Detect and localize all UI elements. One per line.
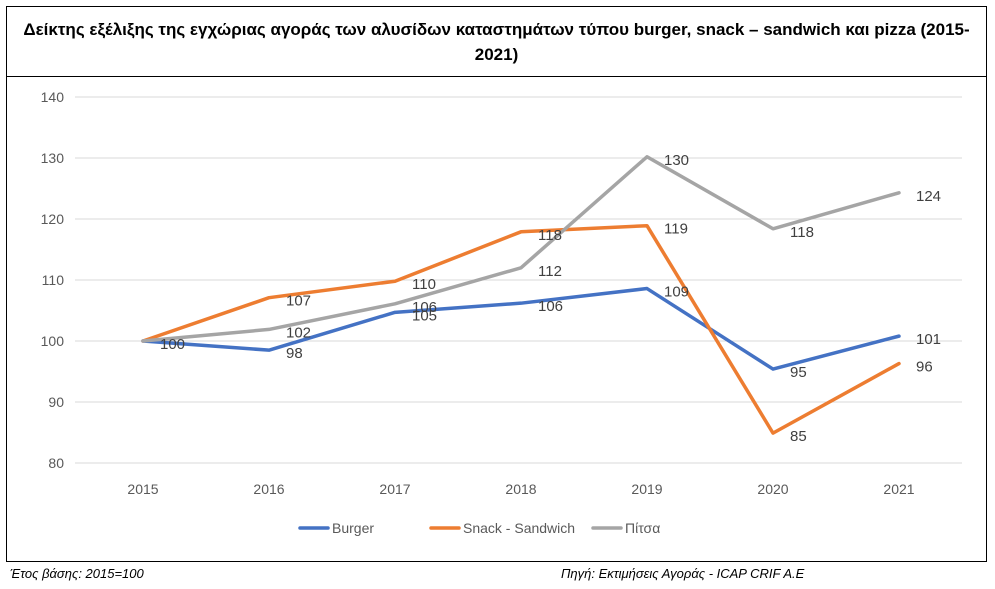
x-tick-label: 2016 xyxy=(253,481,284,497)
y-tick-label: 110 xyxy=(42,272,65,288)
x-tick-label: 2018 xyxy=(505,481,536,497)
data-label: 112 xyxy=(538,263,562,280)
series-line-burger xyxy=(141,286,901,371)
x-tick-label: 2020 xyxy=(757,481,788,497)
y-tick-label: 100 xyxy=(41,333,65,349)
data-label: 105 xyxy=(412,307,437,324)
y-tick-label: 120 xyxy=(41,211,65,227)
data-label: 95 xyxy=(790,364,807,381)
data-label: 130 xyxy=(664,152,689,169)
x-tick-label: 2015 xyxy=(127,481,158,497)
data-label: 96 xyxy=(916,359,933,376)
data-label: 118 xyxy=(538,227,562,244)
data-label: 118 xyxy=(790,224,814,241)
data-label: 119 xyxy=(664,221,688,238)
y-tick-label: 80 xyxy=(48,455,64,471)
data-label: 106 xyxy=(538,298,563,315)
legend-label: Snack - Sandwich xyxy=(463,520,575,536)
base-year-note: Έτος βάσης: 2015=100 xyxy=(10,566,144,581)
data-label: 124 xyxy=(916,188,941,205)
data-label: 85 xyxy=(790,428,807,445)
legend-label: Πίτσα xyxy=(625,520,660,536)
y-tick-label: 140 xyxy=(41,89,65,105)
data-label: 107 xyxy=(286,293,311,310)
chart-frame: Δείκτης εξέλιξης της εγχώριας αγοράς των… xyxy=(6,6,987,562)
data-label: 98 xyxy=(286,345,303,362)
source-note: Πηγή: Εκτιμήσεις Αγοράς - ICAP CRIF A.E xyxy=(561,566,805,581)
data-label: 109 xyxy=(664,284,689,301)
data-label: 110 xyxy=(412,276,436,293)
series-line-snack-sandwich xyxy=(141,223,901,435)
y-tick-label: 130 xyxy=(41,150,65,166)
data-label: 106 xyxy=(412,299,437,316)
data-label: 101 xyxy=(916,331,941,348)
series-line-πίτσα xyxy=(141,155,901,343)
data-label: 100 xyxy=(160,336,185,353)
legend-label: Burger xyxy=(332,520,374,536)
y-tick-label: 90 xyxy=(48,394,64,410)
data-label: 102 xyxy=(286,324,311,341)
x-tick-label: 2021 xyxy=(883,481,914,497)
x-tick-label: 2019 xyxy=(631,481,662,497)
chart-title: Δείκτης εξέλιξης της εγχώριας αγοράς των… xyxy=(7,7,986,77)
x-tick-label: 2017 xyxy=(379,481,410,497)
